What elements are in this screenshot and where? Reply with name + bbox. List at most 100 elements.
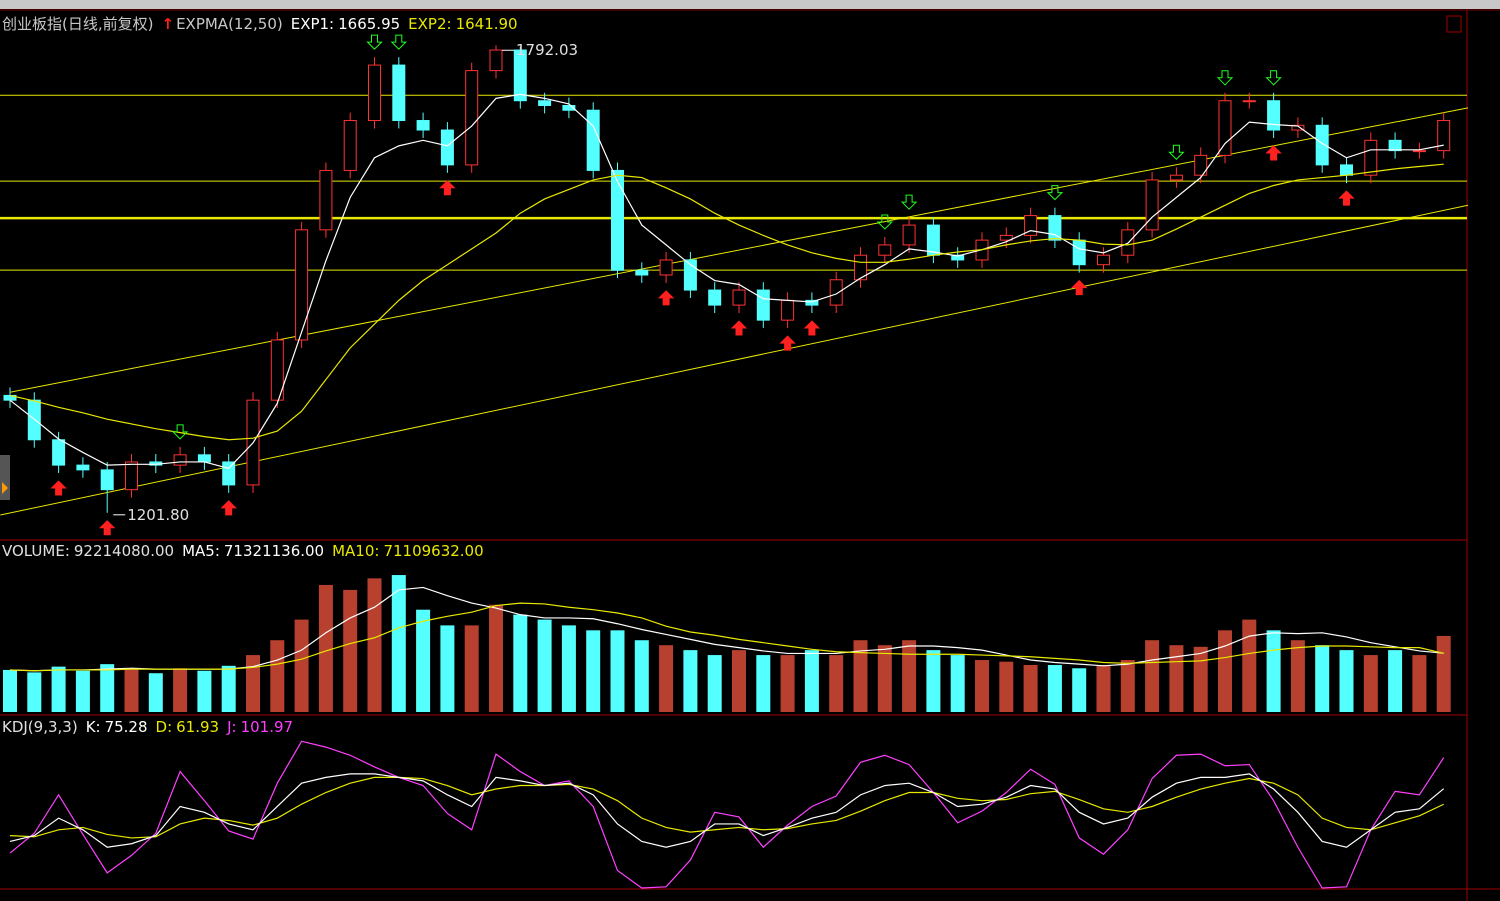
- indicator-icon: ↑: [161, 15, 175, 33]
- candle-body: [52, 439, 66, 466]
- volume-bar: [1242, 619, 1257, 712]
- volume-bar: [343, 589, 358, 712]
- candle-body: [1364, 139, 1378, 176]
- candle-body: [27, 399, 41, 441]
- candle-body: [1024, 215, 1038, 236]
- window-icon[interactable]: [1446, 15, 1462, 33]
- buy-signal: [50, 480, 67, 496]
- volume-bar: [537, 619, 552, 712]
- volume-bar: [1169, 645, 1184, 712]
- candle-body: [926, 224, 940, 256]
- volume-bar: [780, 655, 795, 712]
- kdj-line: [9, 776, 1444, 839]
- candle-body: [1194, 154, 1208, 176]
- volume-bar: [1096, 664, 1111, 712]
- kdj-header: KDJ(9,3,3) K: 75.28 D: 61.93 J: 101.97: [2, 718, 301, 736]
- legend-value: 1665.95: [338, 15, 401, 33]
- volume-bar: [1266, 630, 1281, 712]
- volume-bar: [1072, 668, 1087, 712]
- volume-bar: [294, 619, 309, 712]
- buy-signal: [1338, 190, 1355, 206]
- sell-signal: [171, 424, 189, 440]
- legend-value: 71109632.00: [383, 542, 484, 560]
- legend-name: J:: [227, 718, 237, 736]
- side-tab[interactable]: [0, 455, 10, 500]
- candle-body: [708, 289, 722, 306]
- volume-bar: [1120, 660, 1135, 712]
- volume-bar: [659, 645, 674, 712]
- candle-body: [440, 129, 454, 166]
- buy-signal: [439, 180, 456, 196]
- candle-body: [489, 49, 503, 72]
- candle-body: [465, 70, 479, 166]
- legend-value: 1641.90: [455, 15, 518, 33]
- sell-signal: [900, 194, 918, 210]
- volume-bar: [1290, 640, 1305, 712]
- buy-signal: [220, 500, 237, 516]
- volume-bar: [683, 650, 698, 712]
- volume-bar: [51, 666, 66, 712]
- volume-bar: [561, 625, 576, 712]
- candle-body: [878, 244, 892, 256]
- volume-bar: [804, 650, 819, 712]
- legend-value: 75.28: [104, 718, 148, 736]
- volume-bar: [950, 655, 965, 712]
- volume-bar: [853, 640, 868, 712]
- volume-bar: [246, 655, 260, 712]
- chart-title: KDJ(9,3,3): [2, 718, 78, 736]
- candle-body: [781, 299, 795, 321]
- volume-bar: [902, 640, 917, 712]
- volume-bar: [1315, 645, 1330, 712]
- candle-body: [1218, 100, 1232, 156]
- volume-bar: [634, 640, 649, 712]
- chart-title: VOLUME:: [2, 542, 70, 560]
- volume-bar: [197, 670, 212, 712]
- candle-body: [222, 461, 236, 486]
- volume-bar: [1218, 630, 1232, 712]
- sell-signal: [876, 214, 894, 230]
- volume-bar: [464, 625, 479, 712]
- price-header: 创业板指(日线,前复权) ↑ EXPMA(12,50) EXP1: 1665.95 EXP…: [2, 15, 526, 33]
- candle-body: [538, 100, 552, 106]
- buy-signal: [1070, 279, 1088, 296]
- kdj-line: [9, 773, 1445, 848]
- candle-body: [902, 224, 916, 246]
- volume-bar: [586, 630, 601, 712]
- candle-body: [1291, 124, 1305, 131]
- title-value: 92214080.00: [73, 542, 175, 560]
- candle-body: [513, 49, 527, 102]
- candle-body: [829, 279, 843, 306]
- volume-bar: [610, 630, 625, 712]
- volume-bar: [221, 665, 236, 712]
- volume-bar: [148, 673, 163, 712]
- volume-bar: [1193, 646, 1208, 712]
- sell-signal: [366, 34, 383, 50]
- candle-body: [611, 169, 624, 271]
- volume-bar: [975, 660, 989, 712]
- annotation: 1792.03: [516, 41, 578, 59]
- candle-body: [1315, 124, 1329, 166]
- volume-bar: [999, 661, 1014, 712]
- candle-body: [1340, 164, 1353, 176]
- volume-bar: [756, 655, 771, 712]
- sell-signal: [390, 34, 408, 50]
- legend-name: MA5:: [182, 542, 220, 560]
- candle-body: [683, 259, 697, 291]
- candle-body: [562, 104, 576, 111]
- candle-body: [586, 109, 600, 171]
- legend-name: EXP2:: [408, 15, 452, 33]
- volume-bar: [926, 650, 941, 712]
- buy-signal: [657, 290, 675, 306]
- candle-body: [1267, 100, 1281, 131]
- sell-signal: [1046, 185, 1064, 201]
- volume-bar: [100, 664, 115, 712]
- volume-bar: [318, 584, 333, 712]
- candle-body: [756, 289, 770, 321]
- volume-ma-line: [9, 586, 1444, 672]
- volume-bar: [513, 614, 528, 712]
- volume-bar: [270, 640, 285, 712]
- volume-bar: [1145, 640, 1160, 712]
- volume-bar: [707, 655, 722, 712]
